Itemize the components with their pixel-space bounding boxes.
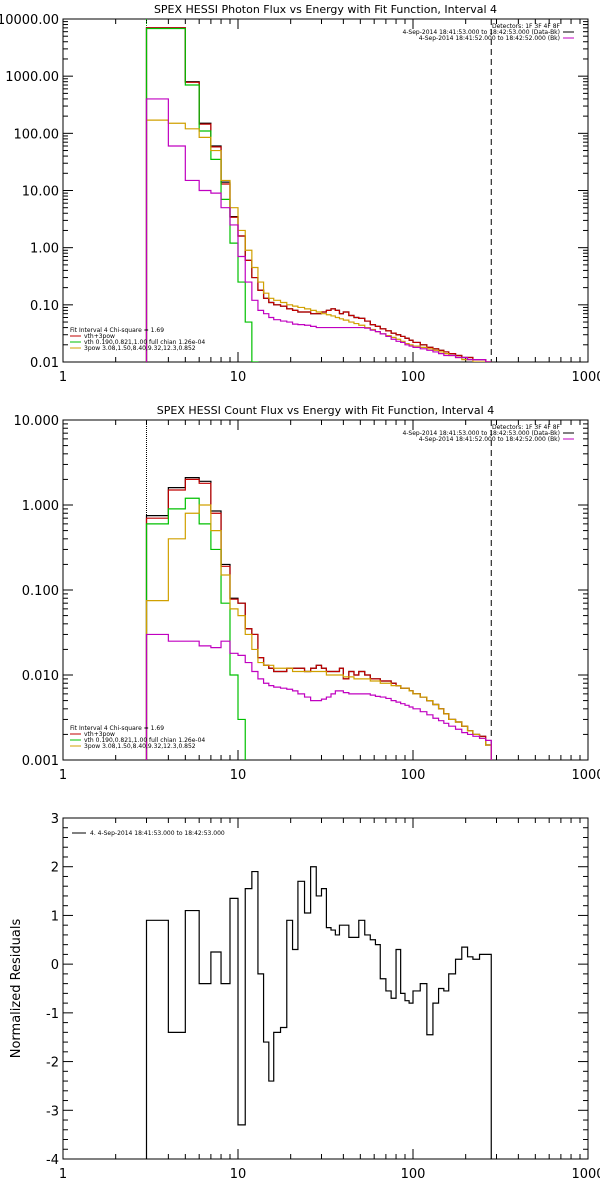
data-series <box>145 27 492 362</box>
series-line-3 <box>145 497 492 760</box>
legend-entry: 3pow 3.08,1.50,8.40,9.32,12.3,0.852 <box>84 743 196 750</box>
y-axis: -4 -3 -2 -1 0 1 2 3 <box>46 812 588 1168</box>
legend-entry: vth+3pow <box>84 731 115 738</box>
y-tick-label: 0.100 <box>22 584 59 599</box>
y-tick-label: 0 <box>51 958 59 973</box>
x-tick-label: 10 <box>230 768 247 783</box>
legend-entry: 4. 4-Sep-2014 18:41:53.000 to 18:42:53.0… <box>90 830 225 837</box>
legend-top-right: Detectors: 1F 3F 4F 8F4-Sep-2014 18:41:5… <box>402 424 574 443</box>
legend-entry: Detectors: 1F 3F 4F 8F <box>492 424 561 431</box>
x-tick-label: 1000 <box>571 370 600 385</box>
y-tick-label: 1.00 <box>30 242 59 257</box>
x-tick-label: 10 <box>230 370 247 385</box>
series-line-3 <box>145 27 492 362</box>
legend-entry: 3pow 3.08,1.50,8.40,9.32,12.3,0.852 <box>84 345 196 352</box>
series-line-5 <box>145 98 492 362</box>
series-line-2 <box>145 27 492 362</box>
series-line-5 <box>145 633 492 760</box>
legend-entry: 4-Sep-2014 18:41:52.000 to 18:42:52.000 … <box>419 436 560 443</box>
chart-panel-1: SPEX HESSI Photon Flux vs Energy with Fi… <box>0 3 600 385</box>
x-tick-label: 100 <box>401 1167 426 1182</box>
series-line-2 <box>145 478 492 760</box>
legend-entry: 4-Sep-2014 18:41:53.000 to 18:42:53.000 … <box>402 29 560 36</box>
legend-top-left: 4. 4-Sep-2014 18:41:53.000 to 18:42:53.0… <box>72 830 225 837</box>
legend-fit-info: Fit Interval 4 Chi-square = 1.69 <box>70 725 164 732</box>
x-axis: 1 10 100 1000 <box>59 420 600 783</box>
plot-frame <box>62 817 589 1160</box>
y-axis: 0.01 0.10 1.00 10.00 100.00 1000.00 10000.00 <box>0 13 588 371</box>
legend-entry: Detectors: 1F 3F 4F 8F <box>492 23 561 30</box>
chart-title: SPEX HESSI Photon Flux vs Energy with Fi… <box>154 3 497 16</box>
y-tick-label: 2 <box>51 861 59 876</box>
plot-frame <box>62 419 589 761</box>
y-axis: 0.001 0.010 0.100 1.000 10.000 <box>14 414 588 769</box>
y-tick-label: -2 <box>46 1056 59 1071</box>
x-tick-label: 100 <box>401 370 426 385</box>
y-tick-label: 3 <box>51 812 59 827</box>
y-tick-label: -4 <box>46 1153 59 1168</box>
chart-panel-2: SPEX HESSI Count Flux vs Energy with Fit… <box>14 404 600 783</box>
y-tick-label: 0.010 <box>22 669 59 684</box>
y-tick-label: 10.000 <box>14 414 60 429</box>
legend-entry: vth 0.190,0.821,1.00 full chian 1.26e-04 <box>84 339 205 346</box>
data-series <box>145 866 492 1159</box>
x-tick-label: 1 <box>59 1167 67 1182</box>
legend-entry: 4-Sep-2014 18:41:52.000 to 18:42:52.000 … <box>419 35 560 42</box>
series-line-1 <box>145 866 492 1159</box>
y-tick-label: 0.001 <box>22 754 59 769</box>
x-tick-label: 1 <box>59 370 67 385</box>
y-tick-label: 0.10 <box>30 299 59 314</box>
y-tick-label: 1 <box>51 909 59 924</box>
y-tick-label: 1000.00 <box>5 70 59 85</box>
x-tick-label: 100 <box>401 768 426 783</box>
x-tick-label: 1000 <box>571 1167 600 1182</box>
y-tick-label: 0.01 <box>30 356 59 371</box>
y-tick-label: 10000.00 <box>0 13 59 28</box>
x-axis: 1 10 100 1000 <box>59 818 600 1182</box>
data-series <box>145 477 492 760</box>
chart-title: SPEX HESSI Count Flux vs Energy with Fit… <box>157 404 494 417</box>
legend-entry: 4-Sep-2014 18:41:53.000 to 18:42:53.000 … <box>402 430 560 437</box>
legend-entry: vth+3pow <box>84 333 115 340</box>
legend-bottom-left: Fit Interval 4 Chi-square = 1.69vth+3pow… <box>70 327 205 352</box>
chart-panel-3: Normalized Residuals1101001000-4-3-2-101… <box>9 812 600 1182</box>
y-tick-label: 100.00 <box>14 127 60 142</box>
y-tick-label: 1.000 <box>22 499 59 514</box>
y-tick-label: -3 <box>46 1104 59 1119</box>
series-line-1 <box>145 477 492 760</box>
legend-top-right: Detectors: 1F 3F 4F 8F4-Sep-2014 18:41:5… <box>402 23 574 42</box>
legend-entry: vth 0.190,0.821,1.00 full chian 1.26e-04 <box>84 737 205 744</box>
y-axis-label: Normalized Residuals <box>9 919 24 1059</box>
plot-frame <box>62 18 589 363</box>
series-line-4 <box>145 504 492 760</box>
x-tick-label: 1000 <box>571 768 600 783</box>
legend-fit-info: Fit Interval 4 Chi-square = 1.69 <box>70 327 164 334</box>
series-line-4 <box>145 119 492 362</box>
x-tick-label: 1 <box>59 768 67 783</box>
y-tick-label: 10.00 <box>22 185 59 200</box>
x-axis: 1 10 100 1000 <box>59 19 600 385</box>
x-tick-label: 10 <box>230 1167 247 1182</box>
legend-bottom-left: Fit Interval 4 Chi-square = 1.69vth+3pow… <box>70 725 205 750</box>
y-tick-label: -1 <box>46 1007 59 1022</box>
